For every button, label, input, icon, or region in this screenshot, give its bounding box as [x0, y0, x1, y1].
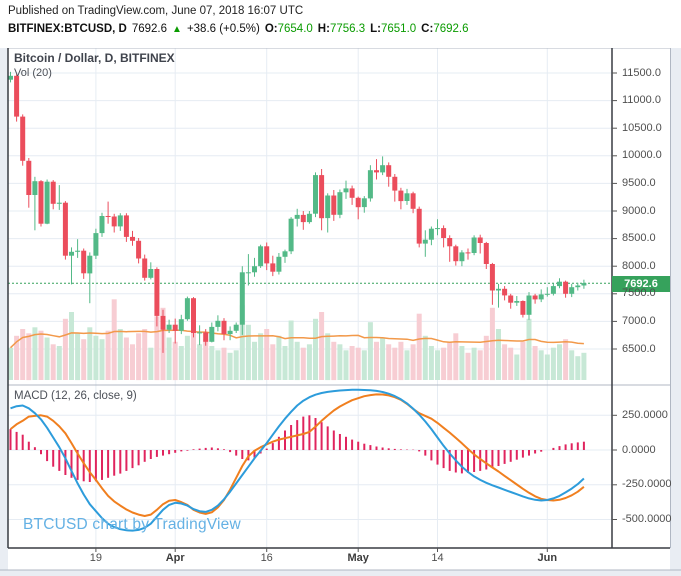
quote-line: BITFINEX:BTCUSD, D 7692.6 ▲ +38.6 (+0.5%…	[8, 23, 469, 35]
time-tick-label: Apr	[165, 552, 185, 564]
price-change: +38.6 (+0.5%)	[186, 23, 260, 35]
symbol-label: BITFINEX:BTCUSD, D	[8, 23, 127, 35]
header: Published on TradingView.com, June 07, 2…	[0, 0, 681, 48]
tradingview-watermark-link[interactable]: BTCUSD chart by TradingView	[23, 516, 241, 533]
chart-title: Bitcoin / Dollar, D, BITFINEX	[14, 51, 175, 65]
price-tick-label: 8000.0	[622, 259, 656, 272]
volume-indicator-label: Vol (20)	[14, 67, 52, 79]
price-pane-area[interactable]	[8, 48, 612, 385]
price-tick-label: 10500.0	[622, 121, 662, 134]
macd-tick-label: -250.0000	[622, 478, 672, 491]
time-tick-label: 19	[89, 552, 103, 564]
price-tick-label: 7000.0	[622, 314, 656, 327]
price-tick-label: 11500.0	[622, 66, 661, 79]
price-tick-label: 7500.0	[622, 287, 656, 300]
open-field: O:7654.0	[264, 23, 313, 35]
close-field: C:7692.6	[421, 23, 469, 35]
time-tick-label: 16	[260, 552, 273, 564]
high-field: H:7756.3	[317, 23, 366, 35]
macd-pane-area[interactable]	[8, 385, 612, 548]
published-line: Published on TradingView.com, June 07, 2…	[8, 5, 304, 17]
last-price: 7692.6	[131, 23, 168, 35]
low-field: L:7651.0	[370, 23, 417, 35]
price-tick-label: 10000.0	[622, 149, 662, 162]
price-tick-label: 9500.0	[622, 176, 656, 189]
price-tick-label: 8500.0	[622, 232, 656, 245]
time-tick-label: 14	[431, 552, 444, 564]
macd-tick-label: 0.0000	[622, 443, 656, 456]
price-tick-label: 6500.0	[622, 342, 656, 355]
macd-indicator-label: MACD (12, 26, close, 9)	[14, 390, 137, 402]
current-price-badge: 7692.6	[612, 276, 670, 292]
price-tick-label: 11000.0	[622, 94, 661, 107]
macd-tick-label: 250.0000	[622, 408, 668, 421]
price-tick-label: 9000.0	[622, 204, 656, 217]
up-arrow-icon: ▲	[172, 24, 182, 35]
time-tick-label: May	[347, 552, 369, 564]
macd-tick-label: -500.0000	[622, 513, 672, 525]
time-tick-label: Jun	[537, 552, 558, 564]
